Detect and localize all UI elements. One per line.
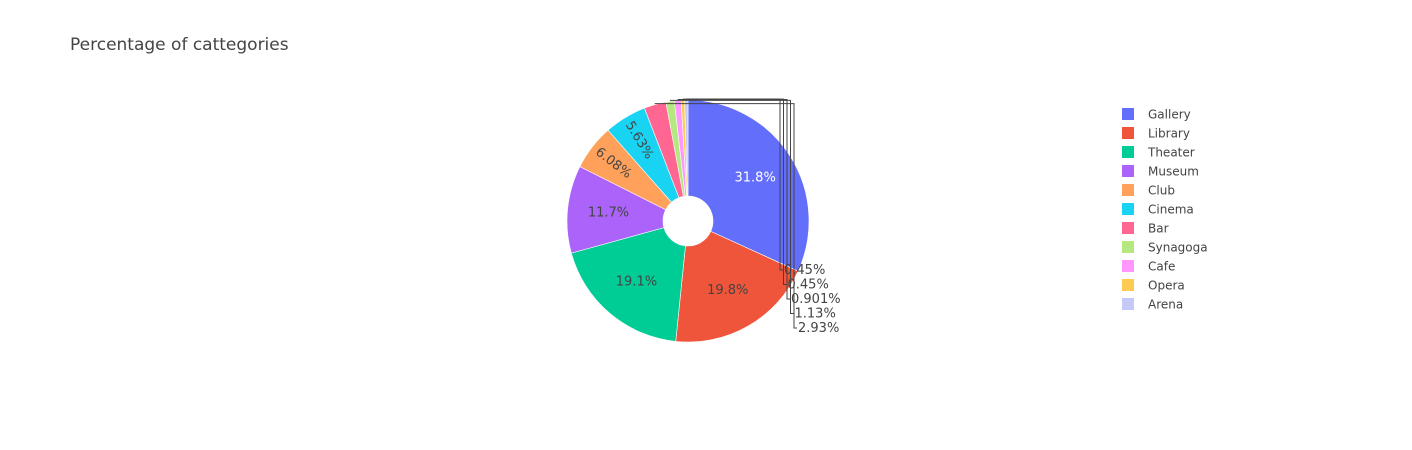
slice-label-theater: 19.1% (616, 274, 657, 289)
legend-label: Arena (1148, 298, 1183, 312)
legend-swatch (1122, 203, 1134, 215)
legend-item-museum[interactable]: Museum (1122, 165, 1199, 179)
legend-label: Library (1148, 127, 1190, 141)
legend-label: Cafe (1148, 260, 1175, 274)
legend-swatch (1122, 279, 1134, 291)
legend-swatch (1122, 184, 1134, 196)
legend-label: Club (1148, 184, 1175, 198)
legend-label: Theater (1147, 146, 1195, 160)
legend-item-cafe[interactable]: Cafe (1122, 260, 1175, 274)
slice-label-gallery: 31.8% (735, 170, 776, 185)
pie-labels: 31.8%19.8%19.1%11.7%6.08%5.63%2.93%1.13%… (588, 98, 841, 336)
legend-label: Synagoga (1148, 241, 1208, 255)
legend-label: Bar (1148, 222, 1169, 236)
slice-label-library: 19.8% (707, 283, 748, 298)
pie-slice-theater[interactable] (570, 227, 686, 342)
legend-item-bar[interactable]: Bar (1122, 222, 1169, 236)
slice-label-synagoga: 1.13% (795, 307, 836, 322)
legend-swatch (1122, 222, 1134, 234)
leader-line-bar (654, 103, 797, 329)
legend-item-library[interactable]: Library (1122, 127, 1190, 141)
legend-swatch (1122, 298, 1134, 310)
legend-item-club[interactable]: Club (1122, 184, 1175, 198)
legend-label: Opera (1148, 279, 1185, 293)
slice-label-arena: 0.45% (784, 263, 825, 278)
legend[interactable]: Gallery Library Theater Museum Club Cinema Bar… (1122, 108, 1208, 312)
slice-label-bar: 2.93% (798, 321, 839, 336)
legend-label: Gallery (1148, 108, 1191, 122)
slice-label-museum: 11.7% (588, 206, 629, 221)
legend-item-synagoga[interactable]: Synagoga (1122, 241, 1208, 255)
legend-swatch (1122, 165, 1134, 177)
pie-slice-museum[interactable] (566, 166, 667, 254)
slice-label-cafe: 0.901% (791, 292, 841, 307)
legend-swatch (1122, 146, 1134, 158)
legend-item-gallery[interactable]: Gallery (1122, 108, 1191, 122)
legend-item-opera[interactable]: Opera (1122, 279, 1185, 293)
pie-slice-gallery[interactable] (687, 99, 810, 272)
leader-line-synagoga (669, 99, 794, 314)
chart-title: Percentage of cattegories (70, 35, 289, 55)
legend-swatch (1122, 241, 1134, 253)
legend-swatch (1122, 127, 1134, 139)
legend-item-arena[interactable]: Arena (1122, 298, 1183, 312)
legend-item-theater[interactable]: Theater (1122, 146, 1195, 160)
legend-swatch (1122, 260, 1134, 272)
legend-swatch (1122, 108, 1134, 120)
legend-label: Museum (1148, 165, 1199, 179)
pie-slice-library[interactable] (675, 230, 799, 343)
legend-item-cinema[interactable]: Cinema (1122, 203, 1194, 217)
slice-label-opera: 0.45% (788, 278, 829, 293)
pie-slices (566, 99, 810, 343)
legend-label: Cinema (1148, 203, 1194, 217)
leader-line-arena (686, 98, 783, 271)
